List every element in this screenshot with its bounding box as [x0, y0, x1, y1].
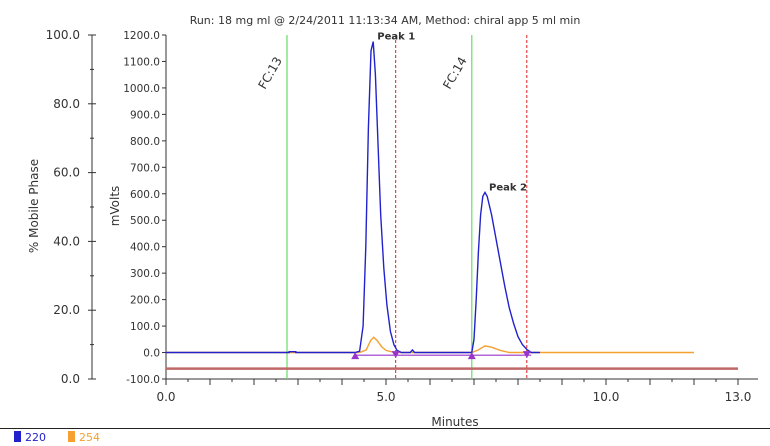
right-tick-label: 1100.0 — [123, 56, 160, 68]
right-tick-label: 500.0 — [130, 215, 160, 227]
right-tick-label: 700.0 — [130, 162, 160, 174]
right-tick-label: 800.0 — [130, 136, 160, 148]
x-tick-label: 0.0 — [156, 390, 175, 404]
x-tick-label: 10.0 — [593, 390, 620, 404]
series-line-220 — [166, 41, 540, 354]
left-tick-label: 80.0 — [53, 97, 80, 111]
legend-swatch-220 — [14, 431, 21, 442]
x-axis: 0.0 5.0 10.0 13.0 — [156, 378, 758, 404]
left-y-axis: 0.0 20.0 40.0 60.0 80.0 100.0 — [46, 28, 96, 386]
left-axis-label: % Mobile Phase — [27, 159, 41, 253]
x-tick-label: 5.0 — [376, 390, 395, 404]
x-tick-label: 13.0 — [725, 390, 752, 404]
right-tick-label: 900.0 — [130, 109, 160, 121]
x-axis-label: Minutes — [431, 415, 478, 428]
legend-item-220[interactable]: 220 — [14, 431, 46, 444]
legend-label-220: 220 — [25, 431, 46, 444]
right-y-axis: -100.0 0.0 100.0 200.0 300.0 400.0 500.0 600.0 7… — [123, 30, 167, 386]
right-tick-label: 100.0 — [130, 321, 160, 333]
series-line-254 — [166, 336, 694, 354]
left-tick-label: 60.0 — [53, 166, 80, 180]
left-tick-label: 100.0 — [46, 28, 80, 42]
right-tick-label: 300.0 — [130, 268, 160, 280]
left-tick-label: 0.0 — [61, 372, 80, 386]
peak-label: Peak 2 — [489, 182, 527, 193]
right-tick-label: 0.0 — [143, 348, 160, 360]
right-tick-label: 1200.0 — [123, 30, 160, 42]
chart-title: Run: 18 mg ml @ 2/24/2011 11:13:34 AM, M… — [190, 14, 581, 27]
fraction-marker-label: FC:14 — [440, 55, 469, 92]
right-axis-label: mVolts — [108, 186, 122, 227]
plot-area: FC:13 FC:14 Peak 1 Peak 2 — [166, 32, 738, 379]
chromatogram-chart: Run: 18 mg ml @ 2/24/2011 11:13:34 AM, M… — [27, 14, 758, 428]
fraction-marker-label: FC:13 — [255, 55, 284, 92]
legend-label-254: 254 — [79, 431, 100, 444]
peak-marker — [467, 352, 476, 360]
legend: 220 254 — [0, 428, 770, 446]
legend-swatch-254 — [68, 431, 75, 442]
right-tick-label: 400.0 — [130, 242, 160, 254]
right-tick-label: -100.0 — [126, 374, 160, 386]
legend-item-254[interactable]: 254 — [68, 431, 100, 444]
peak-label: Peak 1 — [377, 32, 415, 43]
peak-marker — [351, 352, 360, 360]
peak-marker — [391, 351, 400, 359]
right-tick-label: 200.0 — [130, 295, 160, 307]
left-tick-label: 40.0 — [53, 234, 80, 248]
right-tick-label: 600.0 — [130, 189, 160, 201]
peak-marker — [522, 351, 531, 359]
left-tick-label: 20.0 — [53, 303, 80, 317]
right-tick-label: 1000.0 — [123, 83, 160, 95]
